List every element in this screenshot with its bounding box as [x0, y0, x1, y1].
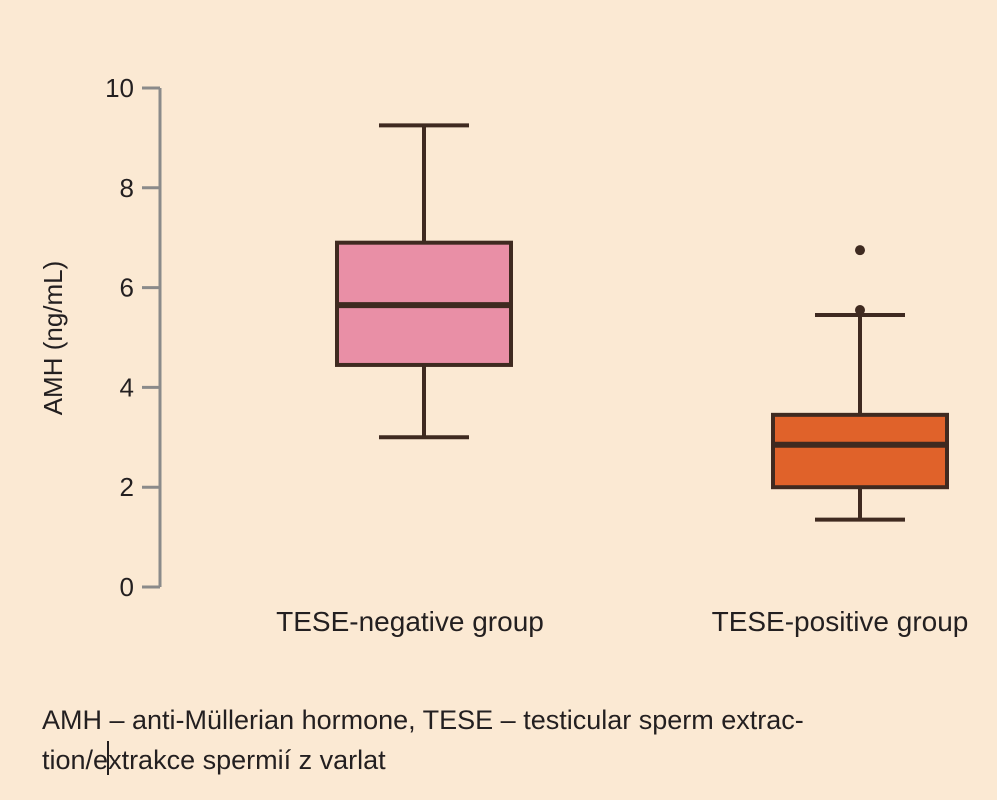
y-axis-label: AMH (ng/mL): [38, 261, 68, 416]
box-plot-chart: 0 2 4 6 8 10 TESE-negative group TESE-positive…: [38, 73, 969, 637]
y-tick-label-10: 10: [105, 73, 134, 103]
group-2-outlier-1: [855, 305, 865, 316]
caption-line-2: tion/extrakce spermií z varlat: [42, 740, 962, 780]
y-tick-label-8: 8: [120, 173, 134, 203]
y-tick-label-4: 4: [120, 372, 134, 402]
group-1: [335, 123, 513, 440]
caption-line-2-part-b: xtrakce spermií z varlat: [108, 745, 386, 775]
group-2-label: TESE-positive group: [712, 606, 969, 637]
y-tick-label-0: 0: [120, 572, 134, 602]
text-cursor: [107, 741, 110, 775]
group-2: [771, 245, 949, 522]
y-tick-label-6: 6: [120, 273, 134, 303]
caption-line-2-part-a: tion/e: [42, 745, 109, 775]
group-2-box: [771, 412, 949, 490]
group-1-label: TESE-negative group: [276, 606, 544, 637]
caption-line-1: AMH – anti-Müllerian hormone, TESE – tes…: [42, 705, 804, 735]
group-2-outlier-2: [855, 245, 865, 256]
figure-caption: AMH – anti-Müllerian hormone, TESE – tes…: [42, 700, 962, 780]
y-tick-label-2: 2: [120, 472, 134, 502]
